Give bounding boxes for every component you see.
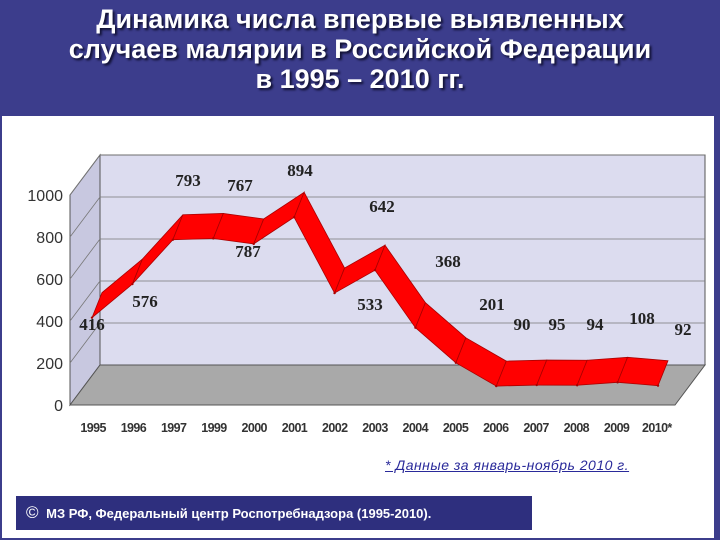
- y-axis-ticks: 0 200 400 600 800 1000: [27, 188, 63, 415]
- data-label-2003: 642: [369, 197, 395, 216]
- side-wall: [69, 153, 101, 407]
- gridline-200: [69, 322, 705, 364]
- data-point-2001: [292, 216, 296, 219]
- data-point-2004: [414, 326, 417, 329]
- x-tick-2010*: 2010*: [642, 421, 672, 435]
- title-line-3: в 1995 – 2010 гг.: [255, 64, 465, 94]
- data-label-1997: 787: [235, 242, 261, 261]
- copyright-symbol: ©: [26, 503, 39, 522]
- data-point-2000: [252, 242, 255, 246]
- data-label-2006: 90: [514, 315, 531, 334]
- data-label-2000: 767: [227, 176, 253, 195]
- gridline-800: [69, 196, 705, 238]
- data-label-1999: 793: [175, 171, 201, 190]
- y-tick-0: 0: [54, 398, 63, 415]
- title-line-1: Динамика числа впервые выявленных: [96, 4, 624, 34]
- chart-gridlines: [69, 154, 705, 364]
- data-label-2008: 94: [587, 315, 605, 334]
- data-label-2002: 533: [357, 295, 383, 314]
- gridline-600: [69, 238, 705, 280]
- data-label-2004: 368: [435, 252, 461, 271]
- x-tick-2000: 2000: [241, 421, 267, 435]
- gridline-1000: [69, 154, 705, 196]
- x-tick-2003: 2003: [362, 421, 388, 435]
- y-tick-1000: 1000: [27, 188, 63, 205]
- footnote: * Данные за январь-ноябрь 2010 г.: [385, 457, 630, 473]
- data-point-2009: [616, 381, 619, 384]
- x-tick-1996: 1996: [121, 421, 147, 435]
- data-label-1996: 576: [132, 292, 158, 311]
- data-point-1999: [212, 237, 215, 240]
- data-labels: 416 576 787 793 767 894 533 642 368 201 90 95 94 108 9…: [79, 161, 691, 339]
- x-tick-2009: 2009: [604, 421, 630, 435]
- x-tick-2004: 2004: [403, 421, 429, 435]
- x-tick-2008: 2008: [564, 421, 590, 435]
- data-point-2006: [495, 384, 498, 388]
- x-tick-2005: 2005: [443, 421, 469, 435]
- data-point-2007: [535, 383, 538, 387]
- gridline-400: [69, 280, 705, 322]
- data-point-1997: [171, 238, 175, 241]
- slide-title: Динамика числа впервые выявленных случае…: [0, 4, 720, 94]
- data-point-1995: [90, 316, 94, 319]
- x-tick-2002: 2002: [322, 421, 348, 435]
- source-text: МЗ РФ, Федеральный центр Роспотребнадзор…: [46, 506, 432, 521]
- x-tick-1995: 1995: [80, 421, 106, 435]
- data-ribbon: [90, 191, 669, 388]
- data-point-2003: [373, 268, 377, 272]
- data-label-2001: 894: [287, 161, 313, 180]
- data-point-2008: [575, 384, 579, 387]
- data-point-1996: [131, 282, 134, 286]
- y-tick-800: 800: [36, 230, 63, 247]
- data-label-2010*: 92: [675, 320, 692, 339]
- data-point-2005: [454, 361, 458, 364]
- ribbon-segment-2009: [616, 356, 669, 387]
- x-tick-2001: 2001: [282, 421, 308, 435]
- x-axis-ticks: 1995 1996 1997 1999 2000 2001 2002 2003 2004 2005…: [80, 421, 673, 435]
- x-tick-1997: 1997: [161, 421, 187, 435]
- x-tick-2006: 2006: [483, 421, 509, 435]
- data-label-2007: 95: [549, 315, 566, 334]
- y-tick-200: 200: [36, 356, 63, 373]
- source-box: © МЗ РФ, Федеральный центр Роспотребнадз…: [16, 496, 532, 530]
- title-line-2: случаев малярии в Российской Федерации: [68, 34, 652, 64]
- data-label-2009: 108: [629, 309, 655, 328]
- data-label-1995: 416: [79, 315, 105, 334]
- y-tick-400: 400: [36, 314, 63, 331]
- data-label-2005: 201: [479, 295, 505, 314]
- data-point-2010*: [656, 384, 660, 387]
- data-point-2002: [333, 291, 336, 295]
- x-tick-1999: 1999: [201, 421, 227, 435]
- x-tick-2007: 2007: [523, 421, 549, 435]
- y-tick-600: 600: [36, 272, 63, 289]
